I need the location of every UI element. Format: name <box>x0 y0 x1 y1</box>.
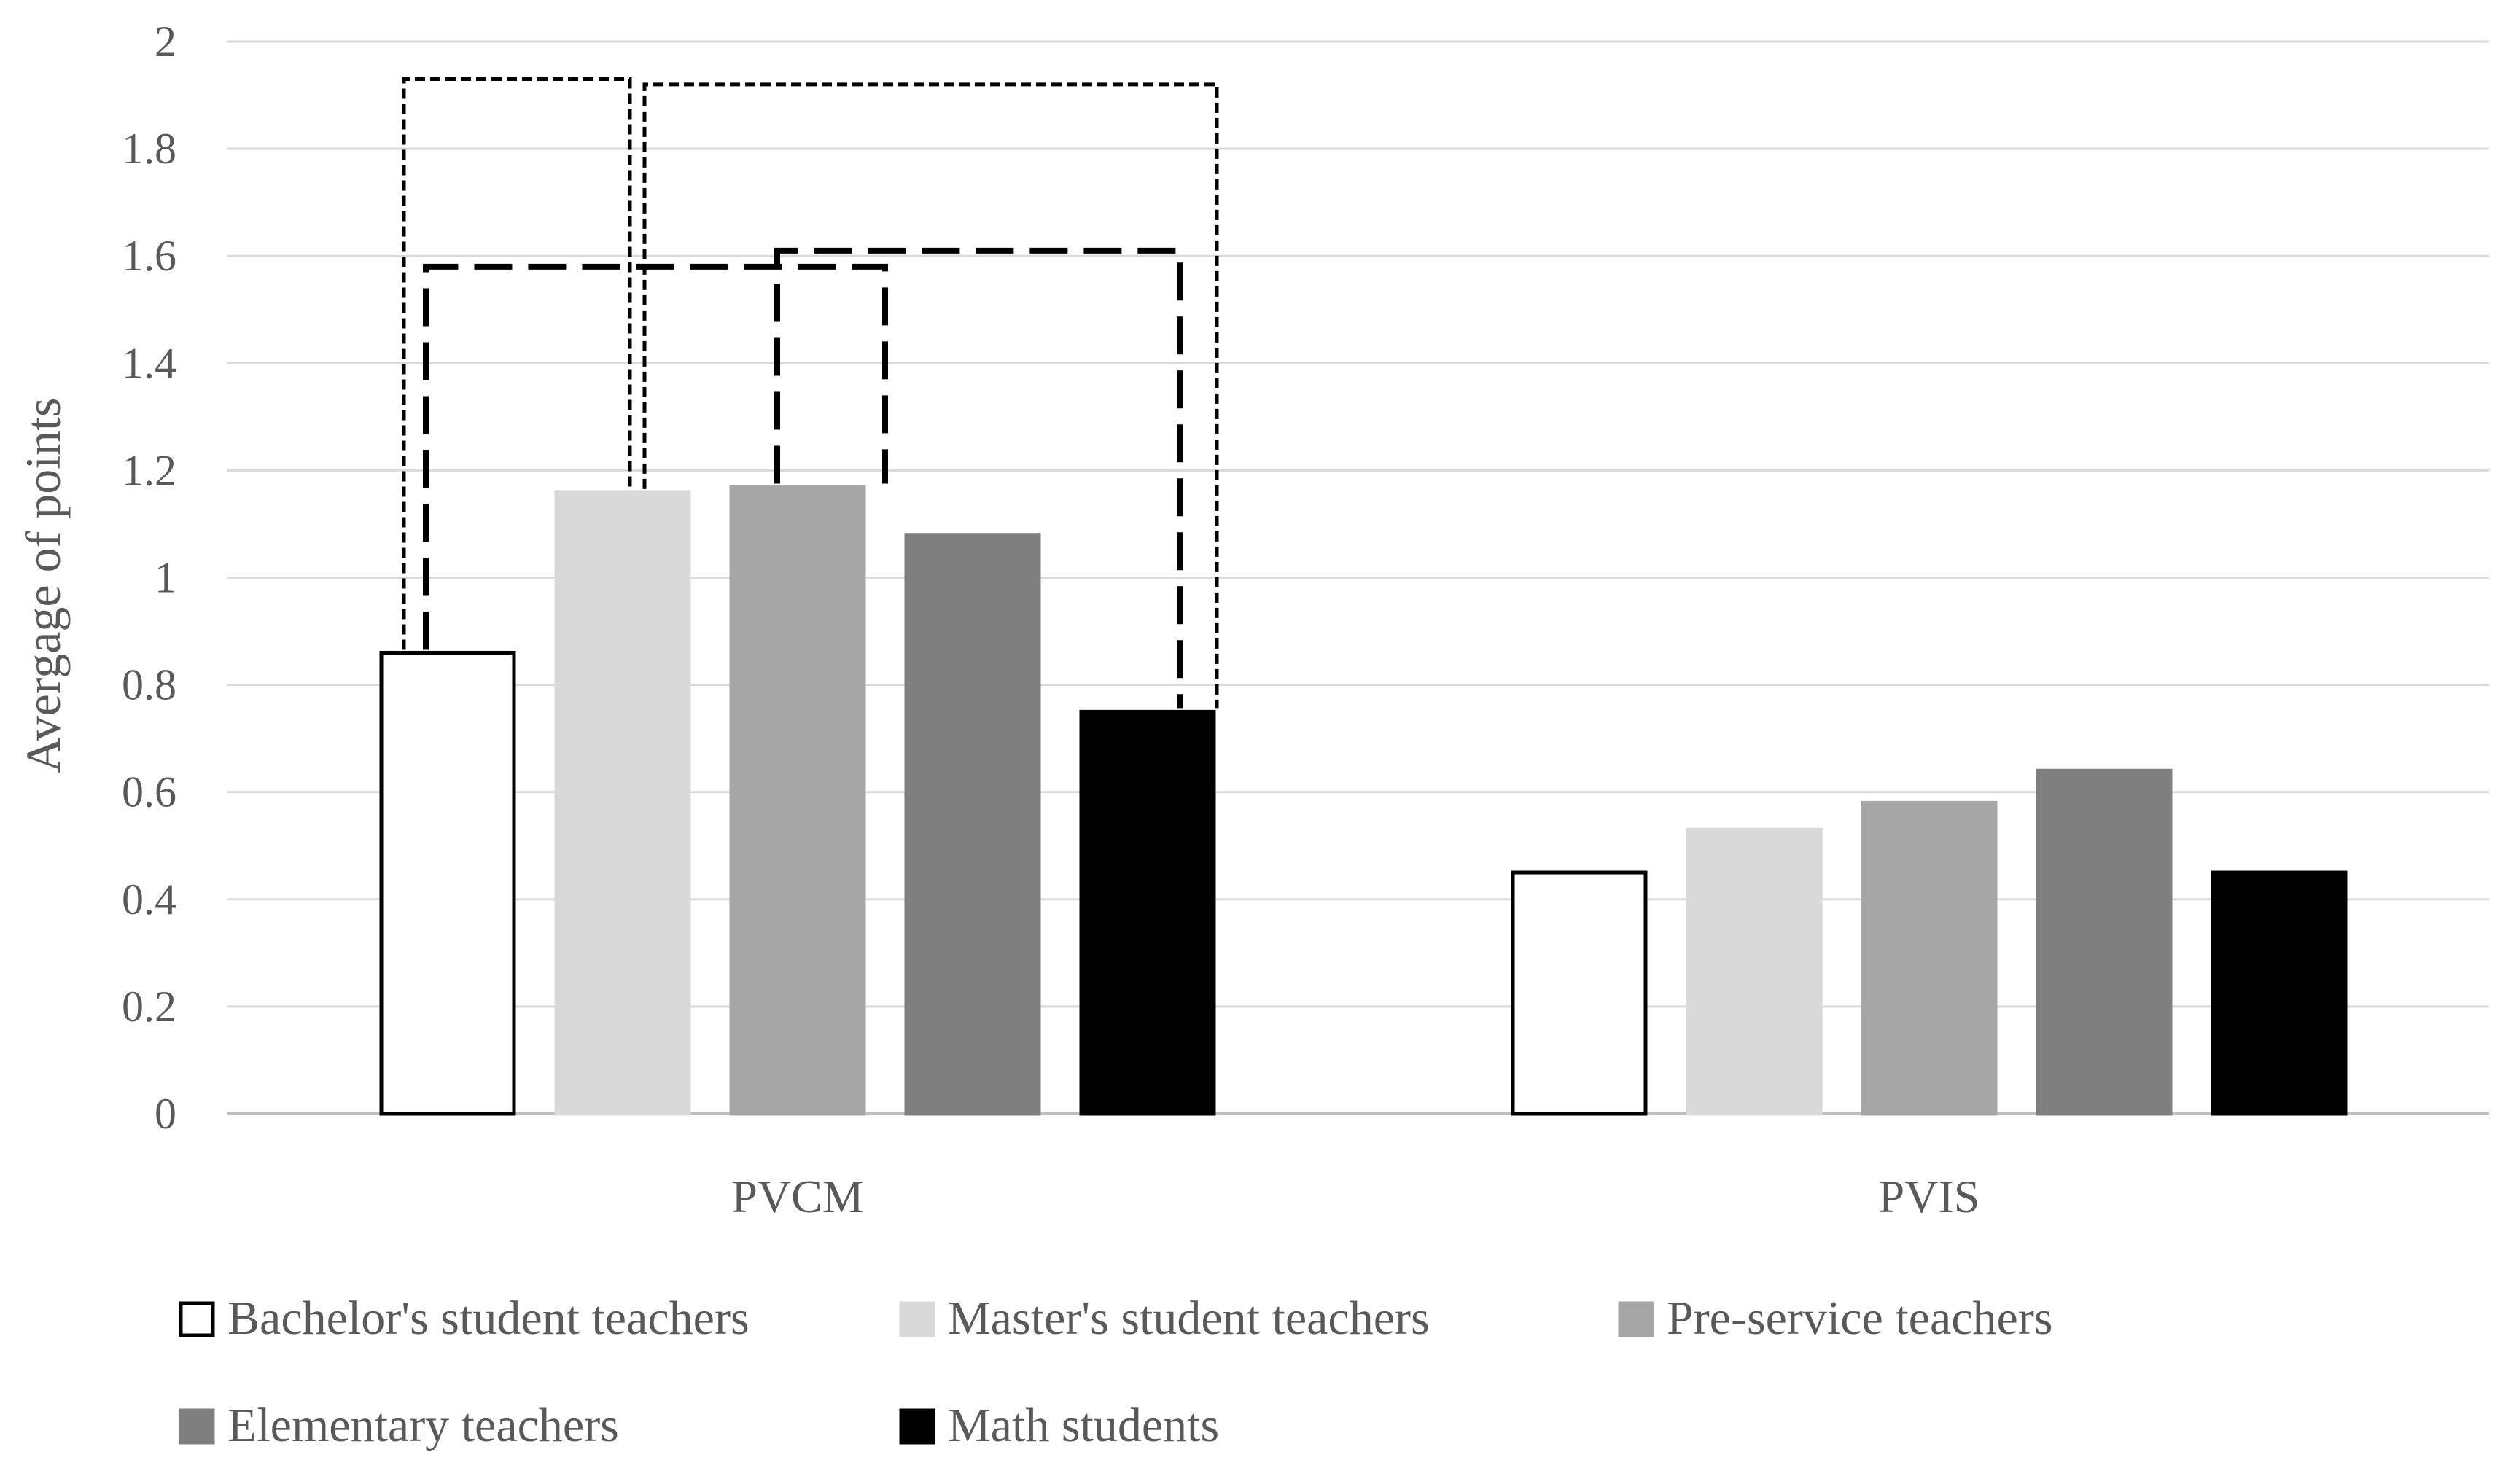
significance-brackets <box>402 77 1219 709</box>
significance-bracket <box>423 263 888 650</box>
y-axis-title: Avergage of points <box>15 398 71 773</box>
bars <box>379 484 2348 1116</box>
y-tick-label: 1.6 <box>122 232 176 280</box>
legend-swatch <box>179 1301 215 1337</box>
bar <box>2036 768 2173 1116</box>
x-category-labels: PVCM PVIS <box>731 1171 1979 1222</box>
legend-label: Pre-service teachers <box>1667 1292 2053 1345</box>
bar <box>2211 870 2348 1116</box>
legend-label: Math students <box>948 1399 1219 1452</box>
bar <box>904 533 1041 1116</box>
bar <box>1511 870 1648 1116</box>
bar <box>729 484 866 1116</box>
legend-label: Bachelor's student teachers <box>227 1292 750 1345</box>
legend-swatch <box>179 1408 215 1445</box>
legend-swatch <box>899 1408 935 1445</box>
y-tick-labels: 0 0.2 0.4 0.6 0.8 1 1.2 1.4 1.6 1.8 2 <box>122 17 176 1138</box>
y-tick-label: 1.8 <box>122 125 176 173</box>
y-tick-label: 0.6 <box>122 768 176 816</box>
y-tick-label: 1 <box>155 554 176 602</box>
x-category-label: PVIS <box>1879 1171 1980 1222</box>
significance-bracket <box>402 77 632 650</box>
bar <box>554 490 691 1116</box>
y-tick-label: 0.4 <box>122 875 176 923</box>
y-tick-label: 0 <box>155 1090 176 1138</box>
legend-label: Master's student teachers <box>948 1292 1430 1345</box>
bar <box>1079 709 1216 1116</box>
y-tick-label: 2 <box>155 17 176 66</box>
y-tick-label: 1.4 <box>122 339 176 387</box>
y-tick-label: 1.2 <box>122 446 176 494</box>
significance-bracket <box>774 247 1183 709</box>
bar <box>1861 800 1998 1116</box>
y-tick-label: 0.2 <box>122 983 176 1031</box>
y-tick-label: 0.8 <box>122 661 176 709</box>
legend-swatch <box>899 1301 935 1337</box>
bar <box>1686 827 1823 1116</box>
legend-label: Elementary teachers <box>227 1399 619 1452</box>
significance-bracket <box>642 82 1219 709</box>
bar <box>379 650 516 1116</box>
legend: Bachelor's student teachers Master's stud… <box>179 1292 2053 1452</box>
legend-swatch <box>1618 1301 1654 1337</box>
x-category-label: PVCM <box>731 1171 863 1222</box>
